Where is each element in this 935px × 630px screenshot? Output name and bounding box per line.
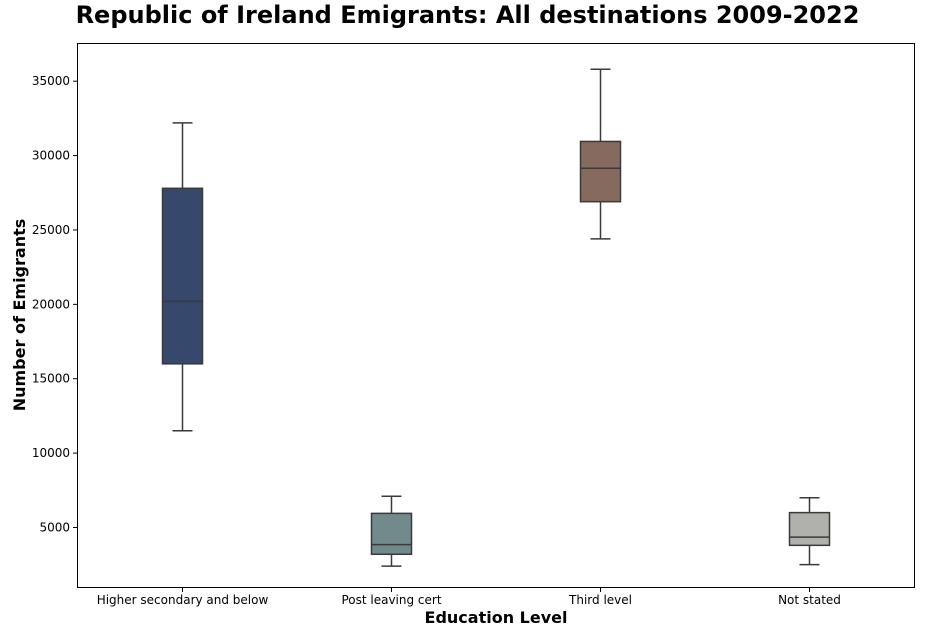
box-third-level [579,68,622,240]
boxplot-series [161,68,831,567]
y-tick-label: 30000 [32,149,70,163]
y-tick-label: 5000 [39,520,70,534]
x-tick-label: Not stated [778,593,841,607]
y-axis-label: Number of Emigrants [10,219,29,412]
x-tick-label: Post leaving cert [341,593,441,607]
iqr-box [370,512,413,556]
x-tick-label: Higher secondary and below [97,593,269,607]
chart-title: Republic of Ireland Emigrants: All desti… [75,1,860,29]
x-tick-label: Third level [568,593,632,607]
y-tick-label: 10000 [32,446,70,460]
x-axis-label: Education Level [425,608,568,627]
plot-frame [77,43,915,588]
x-axis: Higher secondary and below Post leaving c… [97,587,841,607]
iqr-box [579,140,622,203]
y-axis: 5000 10000 15000 20000 25000 30000 35000 [32,74,78,534]
y-tick-label: 20000 [32,297,70,311]
iqr-box [788,511,831,547]
box-higher-secondary-and-below [161,122,204,432]
box-post-leaving-cert [370,495,413,567]
y-tick-label: 35000 [32,74,70,88]
iqr-box [161,187,204,365]
y-tick-label: 15000 [32,372,70,386]
y-tick-label: 25000 [32,223,70,237]
box-not-stated [788,496,831,566]
